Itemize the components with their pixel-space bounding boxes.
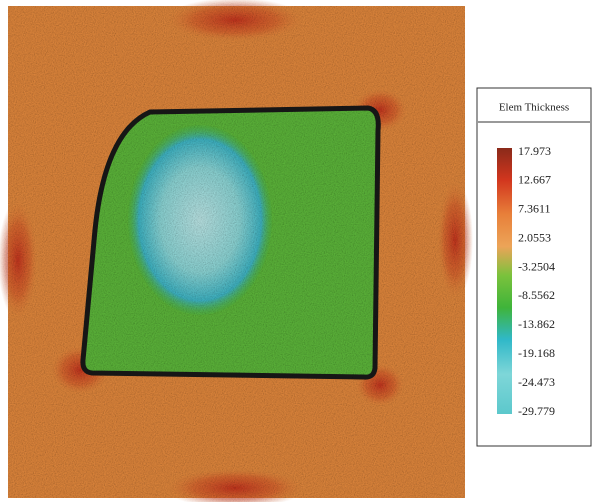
- legend-label: -24.473: [518, 375, 555, 389]
- plate: [0, 0, 473, 502]
- body: Elem Thickness 17.973 12.667 7.3611 2.0553 -…: [0, 0, 593, 502]
- figure: Elem Thickness 17.973 12.667 7.3611 2.0553 -…: [0, 0, 593, 502]
- legend-label: 7.3611: [518, 202, 551, 216]
- legend-label: -3.2504: [518, 259, 555, 273]
- legend-label: -8.5562: [518, 288, 555, 302]
- hot-spot: [437, 180, 473, 300]
- legend-label: 2.0553: [518, 230, 551, 244]
- thin-zone: [128, 125, 272, 315]
- hot-spot: [165, 0, 305, 42]
- legend-label: 17.973: [518, 144, 551, 158]
- legend-label: -19.168: [518, 346, 555, 360]
- legend-title: Elem Thickness: [499, 102, 569, 114]
- thickness-plot: Elem Thickness 17.973 12.667 7.3611 2.0553 -…: [0, 0, 593, 502]
- legend-label: 12.667: [518, 173, 551, 187]
- legend-label: -29.779: [518, 404, 555, 418]
- color-bar: [497, 148, 512, 414]
- page: {"legend": {"title": "Elem Thickness", "…: [0, 0, 593, 502]
- legend-label: -13.862: [518, 317, 555, 331]
